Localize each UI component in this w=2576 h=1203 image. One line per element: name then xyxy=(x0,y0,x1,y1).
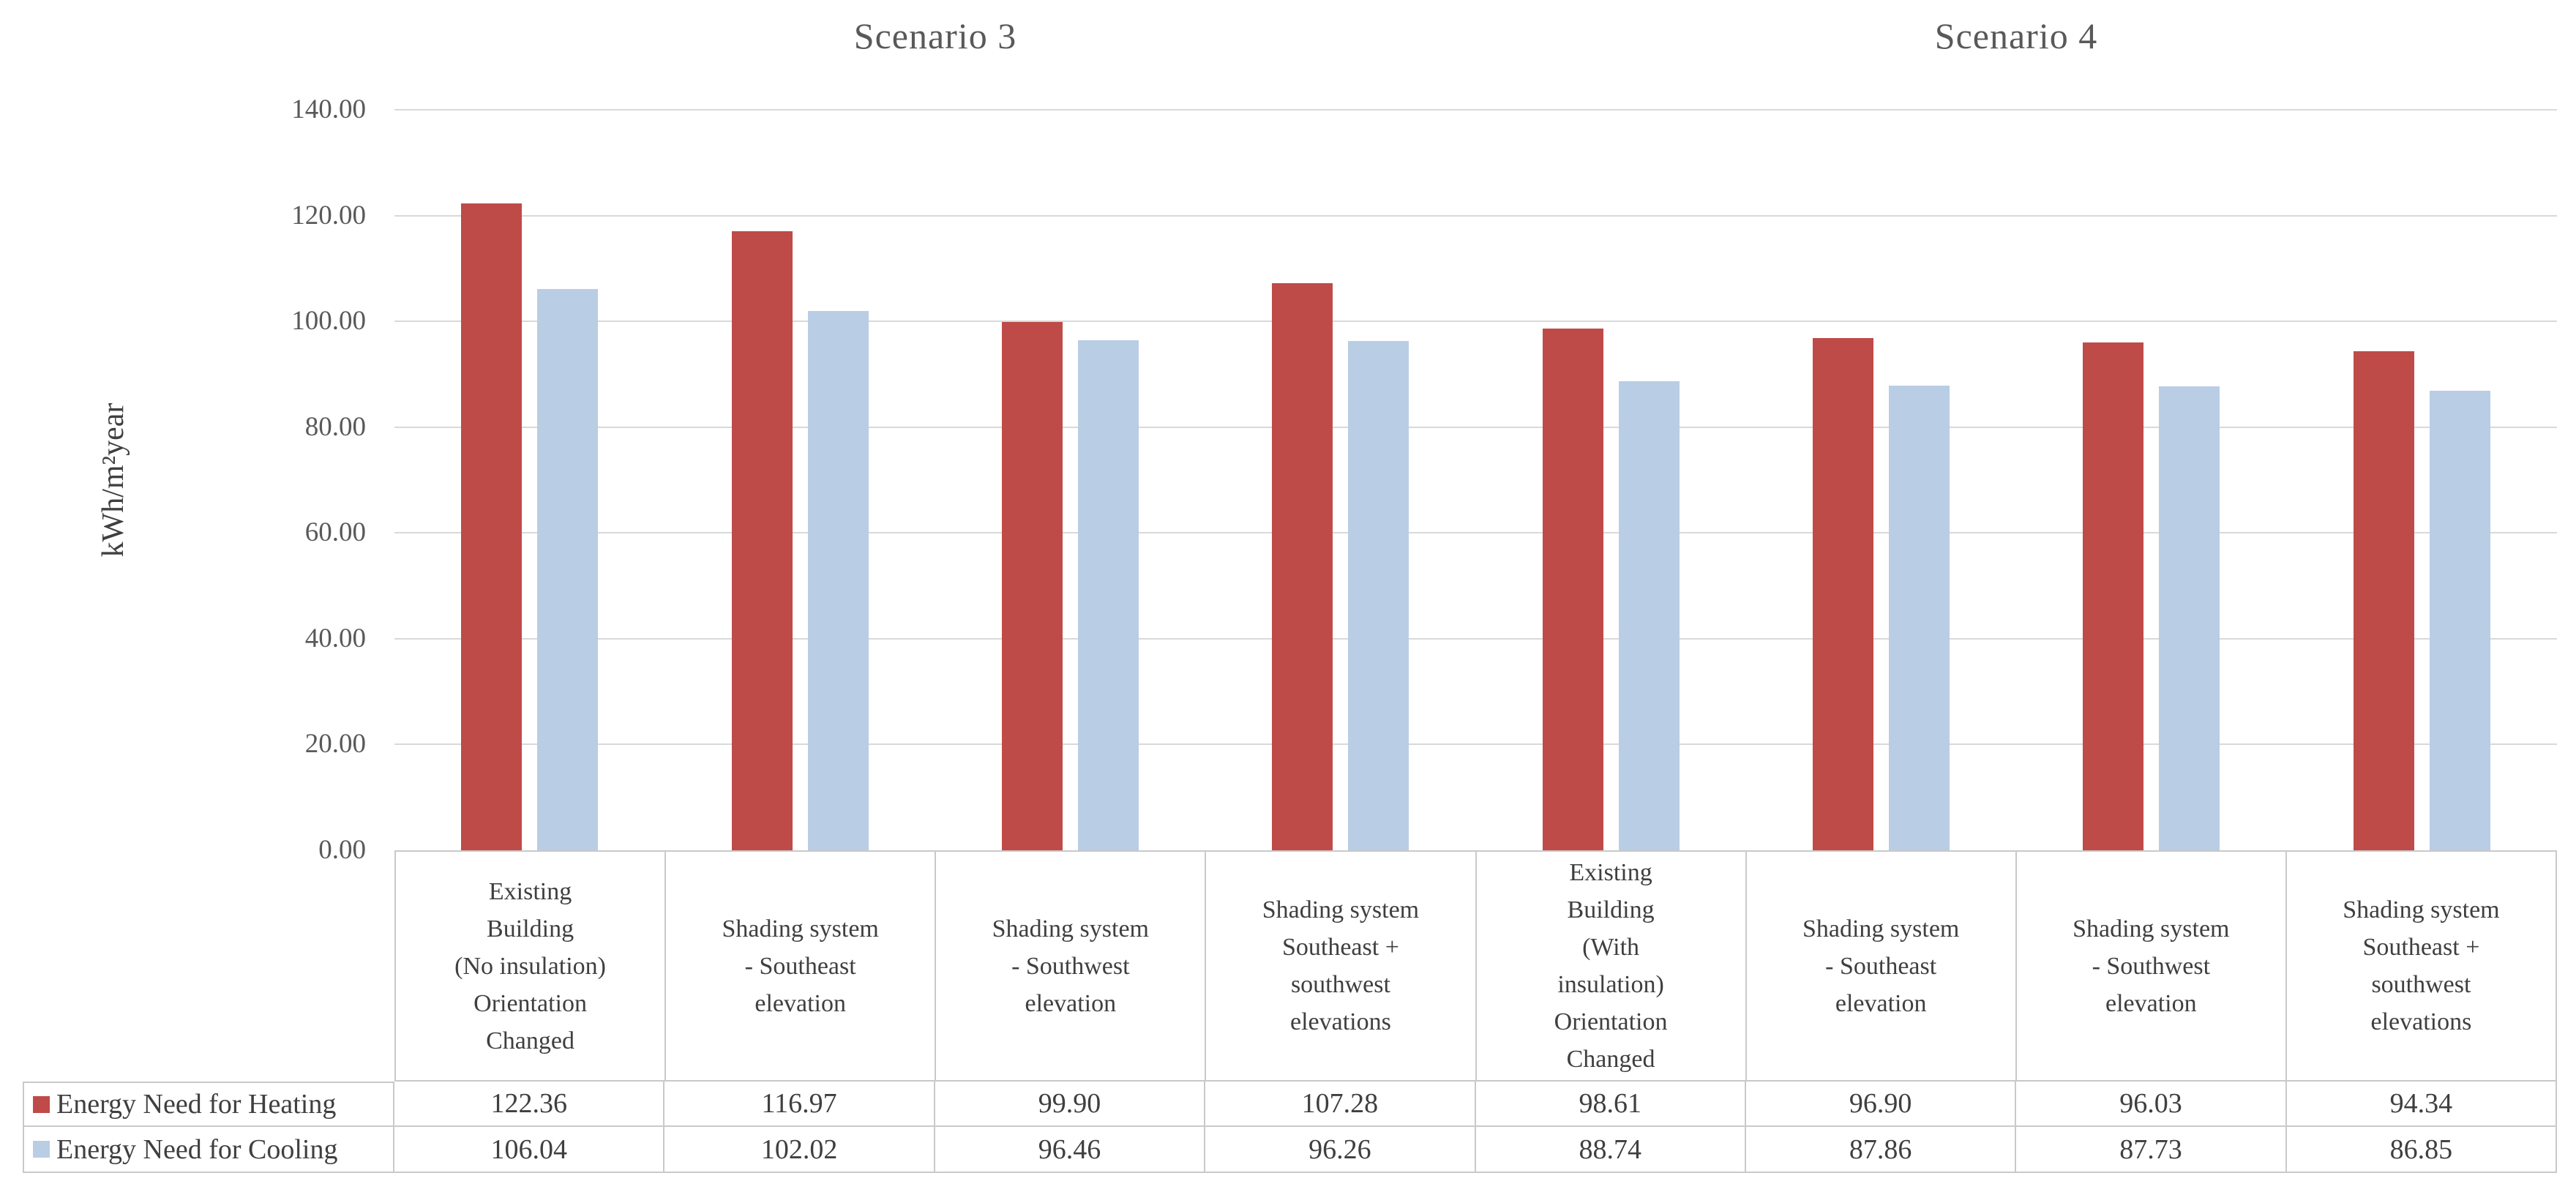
gridline-20 xyxy=(394,743,2557,746)
cooling-value-8: 86.85 xyxy=(2389,1133,2453,1165)
cooling-bar-5 xyxy=(1619,381,1680,850)
heating-legend-label: Energy Need for Heating xyxy=(56,1089,337,1120)
cooling-legend-label: Energy Need for Cooling xyxy=(56,1133,338,1165)
gridline-120 xyxy=(394,214,2557,217)
heating-value-7: 96.03 xyxy=(2016,1082,2287,1125)
heating-bar-5 xyxy=(1543,329,1603,850)
cooling-value-2: 102.02 xyxy=(664,1127,935,1172)
y-tick-label: 0.00 xyxy=(318,835,366,865)
heating-values-row: 122.36 116.97 99.90 107.28 98.61 96.90 96.03 94… xyxy=(394,1082,2557,1127)
cooling-value-6: 87.86 xyxy=(1746,1127,2017,1172)
heating-bar-6 xyxy=(1813,338,1873,850)
cooling-bar-8 xyxy=(2430,391,2490,850)
heating-value-6: 96.90 xyxy=(1746,1082,2017,1125)
heating-value-3: 99.90 xyxy=(935,1082,1206,1125)
cooling-bar-3 xyxy=(1078,340,1139,850)
cooling-value-7: 87.73 xyxy=(2016,1127,2287,1172)
cooling-bar-1 xyxy=(537,289,598,850)
heating-bar-2 xyxy=(732,231,793,850)
y-tick-label: 120.00 xyxy=(291,200,366,231)
gridline-60 xyxy=(394,532,2557,534)
category-header-row: Existing Building (No insulation) Orient… xyxy=(394,850,2557,1082)
category-label-7: Shading system - Southwest elevation xyxy=(2017,852,2287,1080)
cooling-bar-6 xyxy=(1889,386,1950,850)
y-tick-label: 20.00 xyxy=(304,729,366,760)
cooling-value-3: 96.46 xyxy=(935,1127,1206,1172)
cooling-bar-4 xyxy=(1348,341,1409,850)
heating-value-1: 122.36 xyxy=(394,1082,665,1125)
y-tick-label: 140.00 xyxy=(291,94,366,124)
y-tick-label: 60.00 xyxy=(304,517,366,548)
gridline-100 xyxy=(394,321,2557,323)
cooling-value-1: 106.04 xyxy=(394,1127,665,1172)
category-label-5: Existing Building (With insulation) Orie… xyxy=(1477,852,1747,1080)
category-label-1: Existing Building (No insulation) Orient… xyxy=(396,852,667,1080)
heating-value-4: 107.28 xyxy=(1205,1082,1476,1125)
legend-item-cooling: Energy Need for Cooling xyxy=(23,1127,394,1173)
category-label-2: Shading system - Southeast elevation xyxy=(666,852,937,1080)
heating-bar-4 xyxy=(1272,283,1333,850)
heating-bar-1 xyxy=(461,203,522,850)
cooling-bar-7 xyxy=(2159,386,2220,850)
panel-title-scenario-4: Scenario 4 xyxy=(1934,15,2098,56)
gridline-140 xyxy=(394,109,2557,110)
panel-title-scenario-3: Scenario 3 xyxy=(853,15,1017,56)
heating-bar-3 xyxy=(1002,322,1063,850)
heating-legend-swatch xyxy=(33,1095,50,1113)
legend-item-heating: Energy Need for Heating xyxy=(23,1082,394,1127)
gridline-80 xyxy=(394,426,2557,428)
heating-value-5: 98.61 xyxy=(1476,1082,1746,1125)
cooling-value-4: 96.26 xyxy=(1205,1127,1476,1172)
cooling-legend-swatch xyxy=(33,1141,50,1158)
cooling-values-row: 106.04 102.02 96.46 96.26 88.74 87.86 87.73 86.… xyxy=(394,1127,2557,1173)
category-label-4: Shading system Southeast + southwest ele… xyxy=(1206,852,1477,1080)
heating-bar-8 xyxy=(2354,351,2414,850)
heating-value-8: 94.34 xyxy=(2389,1088,2453,1119)
category-label-3: Shading system - Southwest elevation xyxy=(936,852,1207,1080)
category-label-6: Shading system - Southeast elevation xyxy=(1747,852,2017,1080)
gridline-40 xyxy=(394,637,2557,640)
y-tick-label: 40.00 xyxy=(304,623,366,653)
cooling-value-5: 88.74 xyxy=(1476,1127,1746,1172)
cooling-bar-2 xyxy=(808,311,869,850)
heating-bar-7 xyxy=(2083,342,2143,850)
heating-value-2: 116.97 xyxy=(664,1082,935,1125)
y-tick-label: 100.00 xyxy=(291,306,366,337)
category-label-8: Shading system Southeast + southwest ele… xyxy=(2343,896,2500,1035)
y-tick-label: 80.00 xyxy=(304,411,366,442)
